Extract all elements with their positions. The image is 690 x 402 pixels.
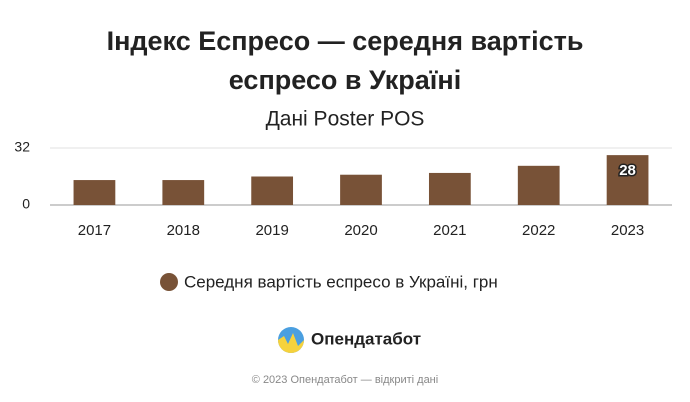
x-tick-label: 2018: [167, 222, 200, 239]
bar: [606, 155, 649, 205]
chart-title: Індекс Еспресо — середня вартість: [107, 26, 584, 56]
bar: [73, 180, 116, 205]
legend-label: Середня вартість еспресо в Україні, грн: [184, 272, 498, 291]
x-tick-label: 2023: [611, 222, 644, 239]
logo-text: Опендатабот: [311, 329, 421, 348]
bar: [162, 180, 205, 205]
data-label: 28: [619, 162, 636, 179]
bar: [517, 165, 560, 205]
y-tick-label: 0: [22, 196, 30, 212]
chart-subtitle: Дані Poster POS: [266, 108, 425, 131]
bar: [340, 174, 382, 205]
x-tick-label: 2021: [433, 222, 466, 239]
x-tick-label: 2017: [78, 222, 111, 239]
x-tick-label: 2020: [344, 222, 377, 239]
logo-icon: [278, 327, 304, 353]
x-tick-label: 2019: [255, 222, 288, 239]
chart-title: еспресо в Україні: [229, 65, 461, 95]
x-tick-label: 2022: [522, 222, 555, 239]
bar: [428, 172, 471, 205]
legend-marker: [160, 273, 178, 291]
bar: [251, 176, 294, 205]
footer: © 2023 Опендатабот — відкриті дані: [252, 374, 438, 386]
y-tick-label: 32: [14, 139, 30, 155]
